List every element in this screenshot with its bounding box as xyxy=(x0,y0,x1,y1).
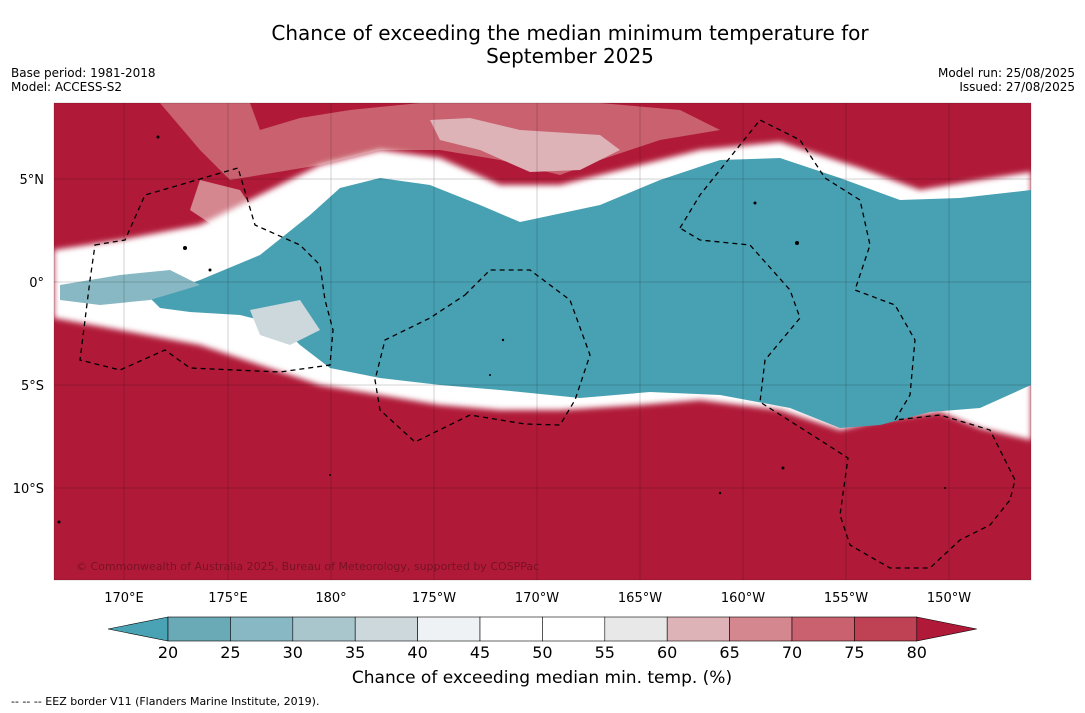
colorbar-segment xyxy=(854,616,918,642)
colorbar-tick-label: 55 xyxy=(594,643,615,662)
colorbar-segment xyxy=(292,616,356,642)
colorbar-tick-label: 75 xyxy=(844,643,865,662)
lon-label-170e: 170°E xyxy=(104,591,144,606)
colorbar xyxy=(107,616,977,642)
colorbar-segment xyxy=(666,616,730,642)
northern-pale-zone xyxy=(430,118,620,172)
colorbar-segment xyxy=(230,616,294,642)
colorbar-extend-high xyxy=(916,616,977,642)
lon-label-165w: 165°W xyxy=(618,591,662,606)
colorbar-tick-label: 20 xyxy=(157,643,179,662)
model-name: Model: ACCESS-S2 xyxy=(11,80,123,94)
colorbar-tick-label: 60 xyxy=(657,643,678,662)
colorbar-tick-label: 25 xyxy=(220,643,241,662)
lon-label-155w: 155°W xyxy=(824,591,868,606)
colorbar-tick-label: 70 xyxy=(781,643,803,662)
lon-label-180: 180° xyxy=(315,591,346,606)
colorbar-tick-label: 40 xyxy=(407,643,428,662)
lat-label-5n: 5°N xyxy=(20,173,45,188)
lon-label-150w: 150°W xyxy=(927,591,971,606)
colorbar-tick-label: 35 xyxy=(345,643,366,662)
colorbar-segment xyxy=(729,616,793,642)
colorbar-tick-label: 80 xyxy=(906,643,927,662)
colorbar-segment xyxy=(542,616,606,642)
colorbar-tick-label: 65 xyxy=(719,643,740,662)
colorbar-tick-label: 30 xyxy=(282,643,303,662)
copyright-notice: © Commonwealth of Australia 2025, Bureau… xyxy=(76,560,539,573)
colorbar-segment xyxy=(604,616,668,642)
colorbar-title: Chance of exceeding median min. temp. (%… xyxy=(351,668,733,688)
lon-label-175e: 175°E xyxy=(208,591,248,606)
model-run: Model run: 25/08/2025 xyxy=(937,66,1075,80)
eez-legend-note: -- -- -- EEZ border V11 (Flanders Marine… xyxy=(11,695,320,708)
eez-borders xyxy=(79,119,1016,569)
colorbar-segment xyxy=(417,616,481,642)
colorbar-tick-label: 45 xyxy=(469,643,491,662)
map-title-line2: September 2025 xyxy=(486,44,654,68)
islands xyxy=(57,135,946,524)
colorbar-segment xyxy=(354,616,418,642)
map-title-line1: Chance of exceeding the median minimum t… xyxy=(271,21,869,45)
colorbar-segment xyxy=(479,616,543,642)
lon-label-160w: 160°W xyxy=(721,591,765,606)
colorbar-segment xyxy=(167,616,231,642)
lat-label-5s: 5°S xyxy=(21,379,44,394)
colorbar-extend-low xyxy=(107,616,169,642)
colorbar-tick-label: 50 xyxy=(532,643,553,662)
gridlines xyxy=(54,103,1031,580)
low-chance-core xyxy=(150,158,1031,428)
colorbar-segment xyxy=(791,616,855,642)
lat-label-0: 0° xyxy=(29,276,44,291)
lon-label-175w: 175°W xyxy=(412,591,456,606)
base-period: Base period: 1981-2018 xyxy=(11,66,156,80)
lat-label-10s: 10°S xyxy=(13,482,44,497)
issued-date: Issued: 27/08/2025 xyxy=(959,80,1075,94)
lon-label-170w: 170°W xyxy=(515,591,559,606)
